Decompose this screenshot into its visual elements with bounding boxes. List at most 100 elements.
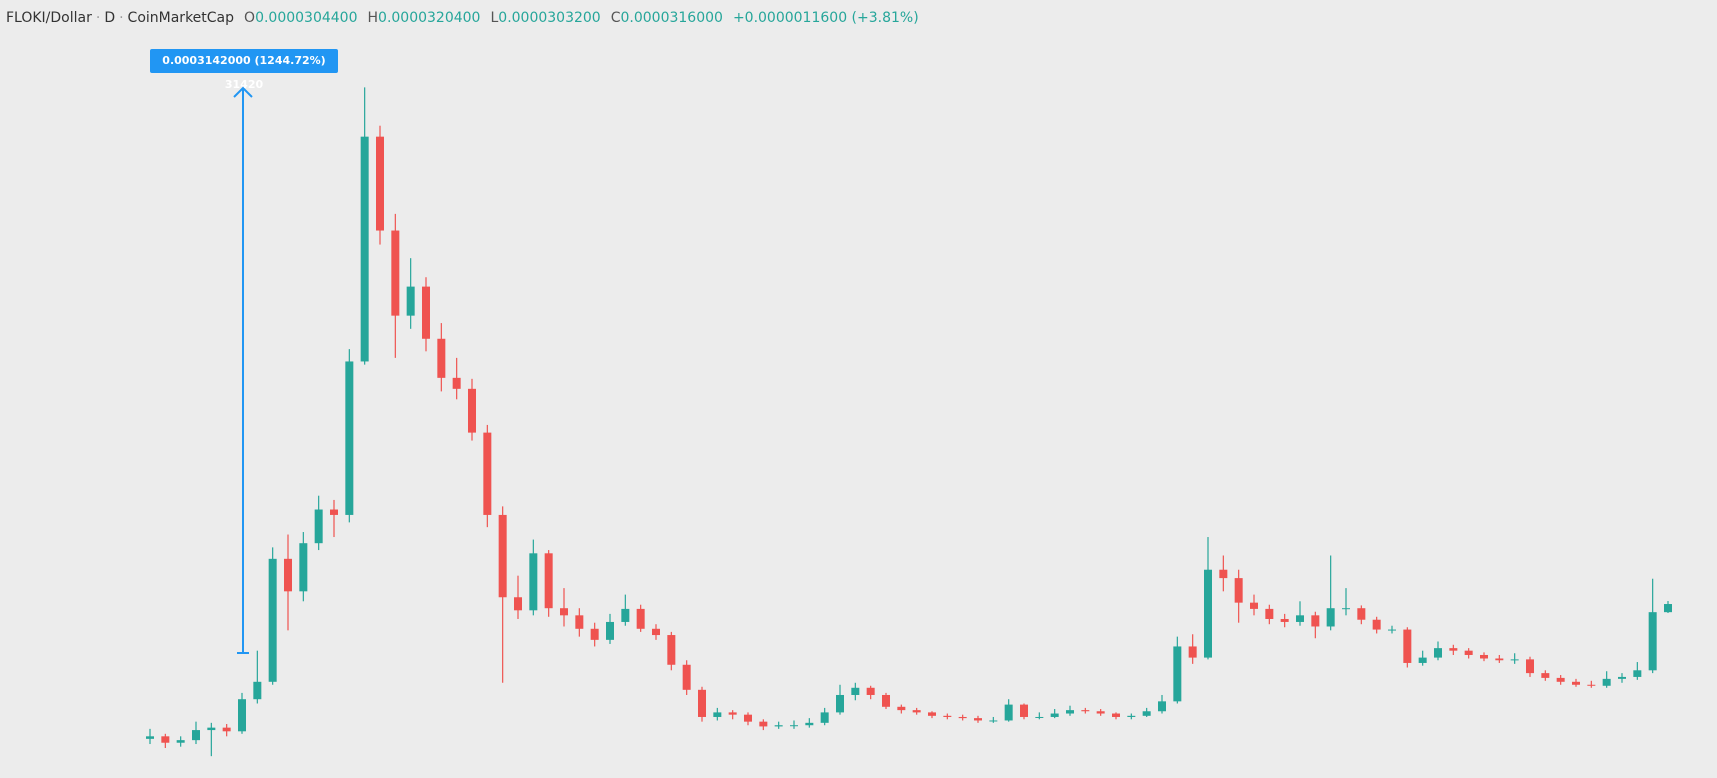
candle-body xyxy=(1280,618,1289,622)
separator: · xyxy=(119,10,124,26)
candle-body xyxy=(1050,713,1059,717)
candle-body xyxy=(1510,659,1519,661)
candle-body xyxy=(1464,650,1473,655)
candle-body xyxy=(912,710,921,713)
candle-body xyxy=(790,725,798,727)
candle-body xyxy=(744,714,752,722)
candle-body xyxy=(1633,670,1642,677)
candle-body xyxy=(192,730,200,741)
candle-body xyxy=(1449,648,1458,651)
candle-body xyxy=(928,712,936,716)
candle-body xyxy=(1556,677,1565,682)
candle-body xyxy=(1526,659,1534,674)
candle-body xyxy=(958,716,967,719)
candle-body xyxy=(1004,704,1013,721)
candle-body xyxy=(1403,629,1412,663)
candle-body xyxy=(1188,646,1197,658)
candle-body xyxy=(284,558,292,592)
candle-body xyxy=(1142,711,1151,716)
candle-body xyxy=(560,608,568,616)
candle-body xyxy=(1326,608,1335,627)
candle-body xyxy=(238,699,246,732)
candle-body xyxy=(713,712,722,717)
change: +0.0000011600 (+3.81%) xyxy=(732,10,919,26)
candle-body xyxy=(437,338,446,378)
candle-body xyxy=(1173,646,1182,702)
candle-body xyxy=(345,361,354,515)
candle-body xyxy=(1204,569,1212,658)
candle-body xyxy=(498,514,507,598)
candle-body xyxy=(468,388,476,433)
candle-body xyxy=(1112,713,1120,717)
separator: · xyxy=(95,10,101,26)
candle-body xyxy=(1250,602,1258,609)
candle-body xyxy=(1602,678,1611,686)
candle-body xyxy=(882,694,890,707)
candle-body xyxy=(1495,658,1504,661)
candle-body xyxy=(621,608,630,622)
candle-body xyxy=(1311,615,1320,627)
ohlc-key: L xyxy=(490,10,499,26)
candle-body xyxy=(222,727,231,732)
candle-body xyxy=(682,664,691,690)
candle-body xyxy=(176,740,185,743)
ohlc-key: O xyxy=(244,10,256,26)
ohlc-value: 0.0000304400 xyxy=(255,10,358,26)
candle-body xyxy=(606,621,614,640)
candle-body xyxy=(897,706,906,711)
candle-body xyxy=(268,558,277,682)
candle-body xyxy=(1020,704,1028,717)
candle-body xyxy=(1066,710,1074,714)
candle-body xyxy=(1618,676,1626,679)
candle-body xyxy=(146,736,154,739)
candle-body xyxy=(452,377,461,389)
candle-body xyxy=(1357,608,1366,620)
ohlc-key: C xyxy=(610,10,621,26)
candle-body xyxy=(1480,654,1488,659)
candle-body xyxy=(1388,629,1396,631)
candle-body xyxy=(360,136,369,362)
candle-body xyxy=(330,509,338,515)
candle-body xyxy=(207,727,216,731)
candle-body xyxy=(728,712,737,715)
candle-body xyxy=(1265,608,1274,619)
candle-body xyxy=(759,721,768,727)
ohlc-value: 0.0000320400 xyxy=(378,10,481,26)
candle-body xyxy=(836,694,844,713)
candle-body xyxy=(652,628,660,636)
candle-body xyxy=(1081,710,1090,712)
candle-body xyxy=(1342,608,1350,610)
candle-body xyxy=(1158,701,1166,712)
candle-body xyxy=(1664,604,1672,613)
candle-body xyxy=(376,136,384,231)
candle-body xyxy=(590,628,599,640)
candle-body xyxy=(406,286,415,316)
candle-body xyxy=(1219,569,1228,579)
candle-body xyxy=(253,681,262,700)
candle-body xyxy=(1035,716,1044,718)
candle-body xyxy=(544,553,553,609)
candle-body xyxy=(422,286,430,339)
candle-body xyxy=(1234,578,1243,603)
candle-body xyxy=(698,689,706,717)
candle-body xyxy=(805,722,814,726)
candle-body xyxy=(1434,648,1442,658)
candle-body xyxy=(299,543,308,592)
candle-body xyxy=(1096,711,1105,714)
candle-body xyxy=(391,230,400,316)
candle-body xyxy=(943,715,952,717)
candle-body xyxy=(1418,657,1427,663)
ohlc-value: 0.0000316000 xyxy=(620,10,723,26)
candle-body xyxy=(1541,673,1550,678)
candle-body xyxy=(1648,612,1657,671)
candle-body xyxy=(820,712,829,723)
candle-body xyxy=(314,509,323,544)
candle-body xyxy=(989,720,998,722)
candle-body xyxy=(514,597,522,611)
candle-body xyxy=(575,615,584,629)
candle-body xyxy=(529,553,538,611)
candle-body xyxy=(1296,615,1304,622)
candle-body xyxy=(161,736,170,743)
